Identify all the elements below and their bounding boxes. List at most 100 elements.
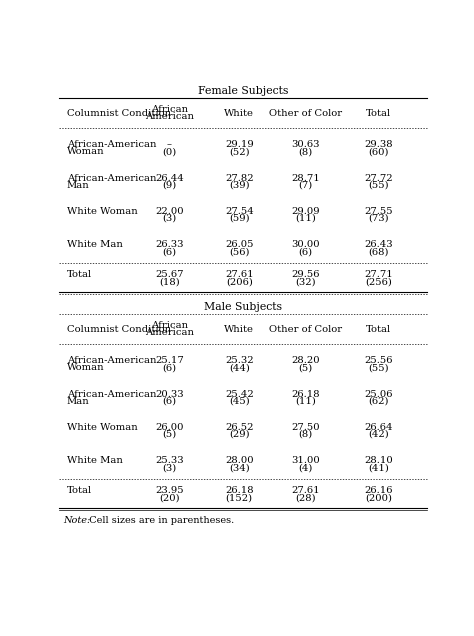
Text: 29.09: 29.09 bbox=[291, 207, 319, 216]
Text: Columnist Condition: Columnist Condition bbox=[66, 324, 171, 333]
Text: Man: Man bbox=[66, 181, 89, 190]
Text: Total: Total bbox=[66, 487, 92, 495]
Text: (9): (9) bbox=[162, 181, 177, 190]
Text: 31.00: 31.00 bbox=[291, 456, 320, 466]
Text: (6): (6) bbox=[163, 363, 176, 372]
Text: 25.67: 25.67 bbox=[155, 270, 184, 279]
Text: (6): (6) bbox=[163, 396, 176, 406]
Text: Cell sizes are in parentheses.: Cell sizes are in parentheses. bbox=[83, 516, 234, 525]
Text: Total: Total bbox=[366, 324, 392, 333]
Text: 23.95: 23.95 bbox=[155, 487, 184, 495]
Text: (45): (45) bbox=[229, 396, 250, 406]
Text: (55): (55) bbox=[368, 181, 389, 190]
Text: (200): (200) bbox=[365, 494, 392, 502]
Text: (56): (56) bbox=[229, 247, 249, 256]
Text: Note:: Note: bbox=[63, 516, 90, 525]
Text: 25.42: 25.42 bbox=[225, 390, 254, 399]
Text: Woman: Woman bbox=[66, 148, 104, 156]
Text: 25.33: 25.33 bbox=[155, 456, 184, 466]
Text: –: – bbox=[167, 141, 172, 149]
Text: (39): (39) bbox=[229, 181, 250, 190]
Text: White: White bbox=[224, 324, 254, 333]
Text: (5): (5) bbox=[162, 430, 177, 439]
Text: (32): (32) bbox=[295, 277, 316, 286]
Text: (11): (11) bbox=[295, 396, 316, 406]
Text: 25.17: 25.17 bbox=[155, 356, 184, 365]
Text: 27.54: 27.54 bbox=[225, 207, 254, 216]
Text: (3): (3) bbox=[162, 214, 177, 223]
Text: (42): (42) bbox=[368, 430, 389, 439]
Text: (52): (52) bbox=[229, 148, 250, 156]
Text: African-American: African-American bbox=[66, 141, 156, 149]
Text: (3): (3) bbox=[162, 463, 177, 472]
Text: (6): (6) bbox=[298, 247, 312, 256]
Text: 28.00: 28.00 bbox=[225, 456, 254, 466]
Text: White Woman: White Woman bbox=[66, 207, 137, 216]
Text: 28.10: 28.10 bbox=[365, 456, 393, 466]
Text: (206): (206) bbox=[226, 277, 253, 286]
Text: 27.72: 27.72 bbox=[365, 174, 393, 183]
Text: 27.50: 27.50 bbox=[291, 423, 319, 432]
Text: (44): (44) bbox=[229, 363, 250, 372]
Text: (5): (5) bbox=[298, 363, 312, 372]
Text: 22.00: 22.00 bbox=[155, 207, 184, 216]
Text: (152): (152) bbox=[226, 494, 253, 502]
Text: (8): (8) bbox=[298, 148, 312, 156]
Text: 26.52: 26.52 bbox=[225, 423, 254, 432]
Text: (68): (68) bbox=[369, 247, 389, 256]
Text: 27.71: 27.71 bbox=[365, 270, 393, 279]
Text: Female Subjects: Female Subjects bbox=[198, 86, 288, 96]
Text: (28): (28) bbox=[295, 494, 316, 502]
Text: 27.61: 27.61 bbox=[225, 270, 254, 279]
Text: African: African bbox=[151, 321, 188, 330]
Text: (34): (34) bbox=[229, 463, 250, 472]
Text: (6): (6) bbox=[163, 247, 176, 256]
Text: 26.18: 26.18 bbox=[225, 487, 254, 495]
Text: 26.05: 26.05 bbox=[225, 240, 254, 249]
Text: 28.20: 28.20 bbox=[291, 356, 319, 365]
Text: (18): (18) bbox=[159, 277, 180, 286]
Text: Other of Color: Other of Color bbox=[269, 324, 342, 333]
Text: 27.82: 27.82 bbox=[225, 174, 254, 183]
Text: White Man: White Man bbox=[66, 240, 122, 249]
Text: (0): (0) bbox=[162, 148, 177, 156]
Text: 26.16: 26.16 bbox=[365, 487, 393, 495]
Text: (59): (59) bbox=[229, 214, 250, 223]
Text: 26.33: 26.33 bbox=[155, 240, 184, 249]
Text: Other of Color: Other of Color bbox=[269, 109, 342, 118]
Text: 29.38: 29.38 bbox=[365, 141, 393, 149]
Text: African-American: African-American bbox=[66, 356, 156, 365]
Text: White: White bbox=[224, 109, 254, 118]
Text: White Woman: White Woman bbox=[66, 423, 137, 432]
Text: 27.61: 27.61 bbox=[291, 487, 319, 495]
Text: 28.71: 28.71 bbox=[291, 174, 320, 183]
Text: (60): (60) bbox=[369, 148, 389, 156]
Text: 26.44: 26.44 bbox=[155, 174, 184, 183]
Text: (20): (20) bbox=[159, 494, 180, 502]
Text: 29.19: 29.19 bbox=[225, 141, 254, 149]
Text: African-American: African-American bbox=[66, 174, 156, 183]
Text: 20.33: 20.33 bbox=[155, 390, 184, 399]
Text: American: American bbox=[145, 328, 194, 337]
Text: (11): (11) bbox=[295, 214, 316, 223]
Text: 26.18: 26.18 bbox=[291, 390, 319, 399]
Text: Woman: Woman bbox=[66, 363, 104, 372]
Text: 26.64: 26.64 bbox=[365, 423, 393, 432]
Text: (62): (62) bbox=[369, 396, 389, 406]
Text: Columnist Condition: Columnist Condition bbox=[66, 109, 171, 118]
Text: (256): (256) bbox=[365, 277, 392, 286]
Text: 26.00: 26.00 bbox=[155, 423, 184, 432]
Text: 30.63: 30.63 bbox=[291, 141, 319, 149]
Text: 25.06: 25.06 bbox=[365, 390, 393, 399]
Text: African-American: African-American bbox=[66, 390, 156, 399]
Text: (41): (41) bbox=[368, 463, 389, 472]
Text: Total: Total bbox=[366, 109, 392, 118]
Text: African: African bbox=[151, 105, 188, 114]
Text: Male Subjects: Male Subjects bbox=[204, 302, 282, 312]
Text: (7): (7) bbox=[298, 181, 312, 190]
Text: 25.56: 25.56 bbox=[365, 356, 393, 365]
Text: 30.00: 30.00 bbox=[291, 240, 319, 249]
Text: 25.32: 25.32 bbox=[225, 356, 254, 365]
Text: (4): (4) bbox=[298, 463, 312, 472]
Text: (55): (55) bbox=[368, 363, 389, 372]
